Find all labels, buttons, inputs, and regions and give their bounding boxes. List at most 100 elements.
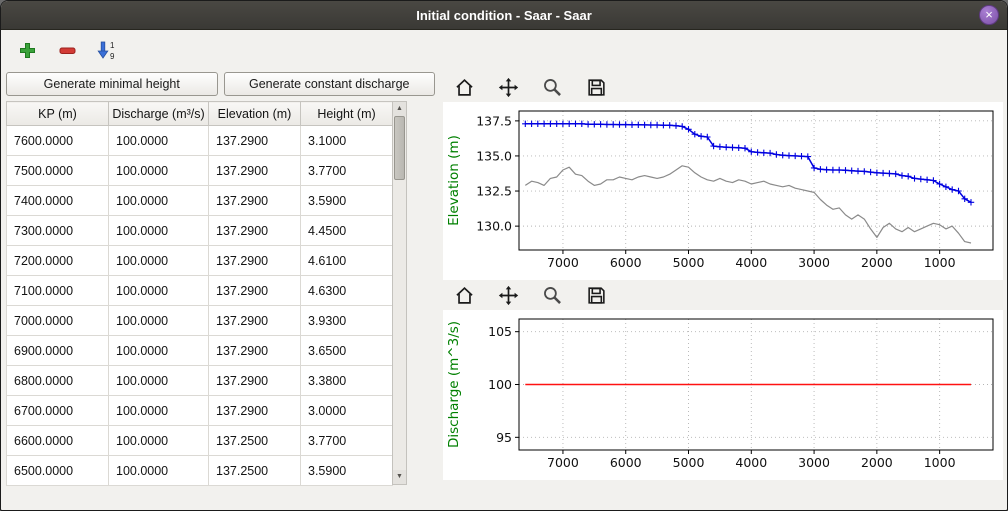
elevation-plot-toolbar — [443, 72, 1003, 102]
pan-button[interactable] — [495, 282, 521, 308]
table-cell[interactable]: 7100.0000 — [6, 275, 109, 306]
table-cell[interactable]: 100.0000 — [108, 275, 209, 306]
column-header-kp[interactable]: KP (m) — [6, 101, 109, 126]
svg-text:2000: 2000 — [861, 255, 893, 270]
table-cell[interactable]: 137.2900 — [208, 275, 301, 306]
table-cell[interactable]: 7400.0000 — [6, 185, 109, 216]
scrollbar-thumb[interactable] — [394, 116, 405, 180]
add-row-button[interactable] — [13, 36, 41, 64]
svg-text:6000: 6000 — [610, 455, 642, 470]
pan-button[interactable] — [495, 74, 521, 100]
table-cell[interactable]: 100.0000 — [108, 395, 209, 426]
table-cell[interactable]: 100.0000 — [108, 425, 209, 456]
sort-button[interactable]: 1 9 — [93, 36, 121, 64]
column-header-discharge[interactable]: Discharge (m³/s) — [108, 101, 209, 126]
scroll-up-button[interactable]: ▲ — [393, 102, 406, 116]
table-cell[interactable]: 6600.0000 — [6, 425, 109, 456]
svg-text:1000: 1000 — [924, 455, 956, 470]
table-row: 6900.0000 100.0000 137.2900 3.6500 — [6, 335, 393, 366]
table-cell[interactable]: 6900.0000 — [6, 335, 109, 366]
table-row: 7000.0000 100.0000 137.2900 3.9300 — [6, 305, 393, 336]
generate-minimal-height-button[interactable]: Generate minimal height — [6, 72, 218, 96]
column-header-elevation[interactable]: Elevation (m) — [208, 101, 301, 126]
table-cell[interactable]: 100.0000 — [108, 455, 209, 486]
table-cell[interactable]: 137.2900 — [208, 125, 301, 156]
table-header-row: KP (m) Discharge (m³/s) Elevation (m) He… — [6, 101, 393, 126]
home-button[interactable] — [451, 282, 477, 308]
table-zone: KP (m) Discharge (m³/s) Elevation (m) He… — [6, 101, 435, 486]
table-cell[interactable]: 137.2900 — [208, 395, 301, 426]
table-cell[interactable]: 4.6300 — [300, 275, 393, 306]
svg-text:Discharge (m^3/s): Discharge (m^3/s) — [446, 321, 462, 448]
table-cell[interactable]: 137.2900 — [208, 155, 301, 186]
table-cell[interactable]: 137.2500 — [208, 455, 301, 486]
table-cell[interactable]: 6700.0000 — [6, 395, 109, 426]
close-button[interactable]: × — [979, 5, 999, 25]
scroll-down-button[interactable]: ▼ — [393, 470, 406, 484]
table-cell[interactable]: 3.0000 — [300, 395, 393, 426]
svg-text:5000: 5000 — [673, 255, 705, 270]
table-cell[interactable]: 6800.0000 — [6, 365, 109, 396]
elevation-figure[interactable]: 7000 6000 5000 4000 3000 2000 1000 130.0 132.5 13… — [443, 102, 1003, 280]
table-cell[interactable]: 100.0000 — [108, 335, 209, 366]
table-row: 6500.0000 100.0000 137.2500 3.5900 — [6, 455, 393, 486]
scrollbar-track[interactable] — [393, 116, 406, 470]
right-panel: 7000 6000 5000 4000 3000 2000 1000 130.0 132.5 13… — [437, 70, 1007, 510]
table-cell[interactable]: 100.0000 — [108, 245, 209, 276]
table-cell[interactable]: 7600.0000 — [6, 125, 109, 156]
save-button[interactable] — [583, 74, 609, 100]
table-cell[interactable]: 137.2900 — [208, 305, 301, 336]
close-icon: × — [985, 7, 993, 22]
svg-text:105: 105 — [488, 324, 512, 339]
table-cell[interactable]: 3.3800 — [300, 365, 393, 396]
table-cell[interactable]: 100.0000 — [108, 305, 209, 336]
table-cell[interactable]: 100.0000 — [108, 155, 209, 186]
table-cell[interactable]: 3.7700 — [300, 155, 393, 186]
save-button[interactable] — [583, 282, 609, 308]
table-cell[interactable]: 3.9300 — [300, 305, 393, 336]
svg-text:3000: 3000 — [798, 255, 830, 270]
table-cell[interactable]: 4.4500 — [300, 215, 393, 246]
table-row: 7400.0000 100.0000 137.2900 3.5900 — [6, 185, 393, 216]
table-scrollbar[interactable]: ▲ ▼ — [392, 101, 407, 485]
table-cell[interactable]: 3.5900 — [300, 185, 393, 216]
main-toolbar: 1 9 — [1, 30, 1007, 70]
svg-text:7000: 7000 — [547, 455, 579, 470]
zoom-button[interactable] — [539, 74, 565, 100]
table-cell[interactable]: 137.2900 — [208, 365, 301, 396]
svg-text:1000: 1000 — [924, 255, 956, 270]
table-cell[interactable]: 137.2900 — [208, 215, 301, 246]
home-button[interactable] — [451, 74, 477, 100]
table-cell[interactable]: 4.6100 — [300, 245, 393, 276]
table-cell[interactable]: 137.2500 — [208, 425, 301, 456]
table-cell[interactable]: 137.2900 — [208, 245, 301, 276]
table-cell[interactable]: 3.7700 — [300, 425, 393, 456]
table-cell[interactable]: 6500.0000 — [6, 455, 109, 486]
column-header-height[interactable]: Height (m) — [300, 101, 393, 126]
sort-numeric-down-icon: 1 9 — [96, 40, 118, 61]
table-cell[interactable]: 3.1000 — [300, 125, 393, 156]
generate-constant-discharge-button[interactable]: Generate constant discharge — [223, 72, 435, 96]
table-cell[interactable]: 7000.0000 — [6, 305, 109, 336]
table-cell[interactable]: 3.6500 — [300, 335, 393, 366]
magnifier-icon — [542, 285, 563, 306]
table-cell[interactable]: 100.0000 — [108, 215, 209, 246]
table-cell[interactable]: 3.5900 — [300, 455, 393, 486]
initial-condition-table: KP (m) Discharge (m³/s) Elevation (m) He… — [6, 101, 393, 486]
table-row: 7100.0000 100.0000 137.2900 4.6300 — [6, 275, 393, 306]
remove-row-button[interactable] — [53, 36, 81, 64]
svg-text:Elevation (m): Elevation (m) — [446, 135, 462, 226]
table-cell[interactable]: 137.2900 — [208, 185, 301, 216]
table-cell[interactable]: 137.2900 — [208, 335, 301, 366]
svg-text:130.0: 130.0 — [476, 219, 512, 234]
table-cell[interactable]: 7200.0000 — [6, 245, 109, 276]
table-cell[interactable]: 100.0000 — [108, 185, 209, 216]
table-cell[interactable]: 100.0000 — [108, 125, 209, 156]
table-cell[interactable]: 7300.0000 — [6, 215, 109, 246]
discharge-figure[interactable]: 7000 6000 5000 4000 3000 2000 1000 95 100 105 Disc… — [443, 310, 1003, 480]
table-cell[interactable]: 100.0000 — [108, 365, 209, 396]
table-cell[interactable]: 7500.0000 — [6, 155, 109, 186]
svg-text:2000: 2000 — [861, 455, 893, 470]
zoom-button[interactable] — [539, 282, 565, 308]
